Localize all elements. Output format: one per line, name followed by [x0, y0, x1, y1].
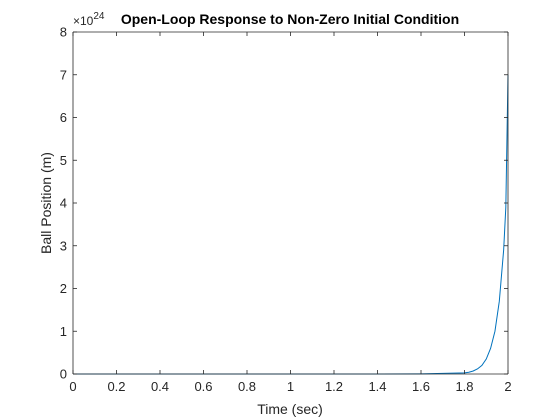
x-tick-label: 0.2	[107, 379, 125, 394]
plot-area	[73, 32, 508, 374]
y-tick-label: 3	[60, 238, 67, 253]
x-tick-label: 1	[287, 379, 294, 394]
y-tick-label: 5	[60, 153, 67, 168]
x-tick-label: 0	[69, 379, 76, 394]
y-axis-exponent-power: 24	[93, 11, 105, 22]
x-tick-label: 1.6	[412, 379, 430, 394]
x-tick-label: 0.8	[238, 379, 256, 394]
y-tick-label: 6	[60, 110, 67, 125]
x-tick-label: 1.2	[325, 379, 343, 394]
y-axis-label: Ball Position (m)	[38, 152, 54, 254]
y-tick-label: 7	[60, 67, 67, 82]
x-tick-label: 1.4	[368, 379, 386, 394]
x-axis-label: Time (sec)	[257, 401, 323, 417]
y-tick-label: 2	[60, 281, 67, 296]
axes-layer: 0 0.2 0.4 0.6 0.8 1 1.2 1.4 1.6 1.8 2 0 1 2 3 4 5 6 7 8	[60, 25, 512, 395]
x-tick-label: 2	[504, 379, 511, 394]
y-tick-label: 0	[60, 367, 67, 382]
y-tick-label: 4	[60, 196, 67, 211]
x-tick-label: 0.6	[194, 379, 212, 394]
y-tick-label: 1	[60, 324, 67, 339]
x-tick-label: 0.4	[151, 379, 169, 394]
y-axis-exponent-base: ×10	[73, 14, 94, 28]
chart-title: Open-Loop Response to Non-Zero Initial C…	[121, 11, 459, 27]
y-tick-label: 8	[60, 25, 67, 40]
plot-background	[73, 32, 508, 374]
x-tick-label: 1.8	[455, 379, 473, 394]
y-axis-exponent: ×1024	[73, 11, 105, 28]
